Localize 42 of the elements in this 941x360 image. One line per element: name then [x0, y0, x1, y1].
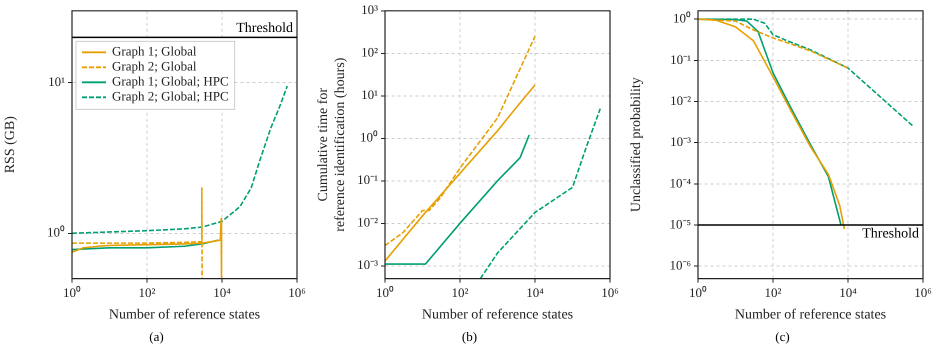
x-tick-label: 10⁰ [63, 284, 81, 300]
legend-label: Graph 1; Global; HPC [112, 74, 229, 89]
x-tick-label: 10⁶ [914, 284, 932, 300]
y-tick-label: 10⁰ [673, 10, 691, 26]
x-tick-label: 10² [452, 284, 469, 300]
legend-label: Graph 2; Global; HPC [112, 88, 229, 104]
x-axis-title: Number of reference states [108, 307, 260, 322]
y-tick-label: 10² [361, 44, 378, 60]
y-tick-label: 10⁻⁵ [669, 216, 691, 232]
y-tick-label: 10⁻³ [357, 257, 378, 272]
y-tick-label: 10⁻² [670, 92, 692, 108]
y-tick-label: 10³ [361, 2, 378, 18]
y-tick-label: 10⁰ [360, 130, 378, 145]
ref-line-label: Threshold [862, 226, 919, 242]
y-tick-label: 10¹ [48, 74, 66, 90]
x-tick-label: 10⁴ [839, 284, 858, 300]
y-tick-label: 10⁻³ [670, 134, 692, 150]
x-tick-label: 10² [764, 284, 782, 300]
x-axis-title: Number of reference states [734, 307, 886, 322]
x-tick-label: 10⁶ [601, 284, 619, 300]
text: (c) [774, 329, 791, 345]
text: (a) [148, 329, 165, 345]
x-tick-label: 10⁶ [288, 284, 306, 300]
y-axis-title: RSS (GB) [3, 116, 18, 174]
y-tick-label: 10⁻⁴ [669, 175, 692, 190]
y-axis-title: Cumulative time for reference identification (hours) [316, 57, 348, 232]
x-tick-label: 10⁴ [526, 284, 544, 300]
x-tick-label: 10⁰ [689, 284, 707, 300]
x-axis-title: Number of reference states [422, 307, 574, 322]
x-tick-label: 10⁰ [376, 284, 394, 300]
y-tick-label: 10⁻² [357, 214, 378, 230]
y-tick-label: 10⁻¹ [670, 52, 692, 67]
y-axis-title: Unclassified probability [629, 77, 644, 212]
y-tick-label: 10¹ [361, 87, 378, 102]
y-tick-label: 10⁻¹ [357, 172, 378, 188]
x-tick-label: 10² [138, 284, 156, 300]
text: (b) [460, 329, 478, 345]
x-tick-label: 10⁴ [213, 284, 232, 300]
y-tick-label: 10⁻⁶ [669, 258, 691, 273]
legend-label: Graph 1; Global [112, 44, 197, 59]
legend-label: Graph 2; Global [112, 58, 197, 74]
ref-line-label: Threshold [236, 20, 293, 36]
